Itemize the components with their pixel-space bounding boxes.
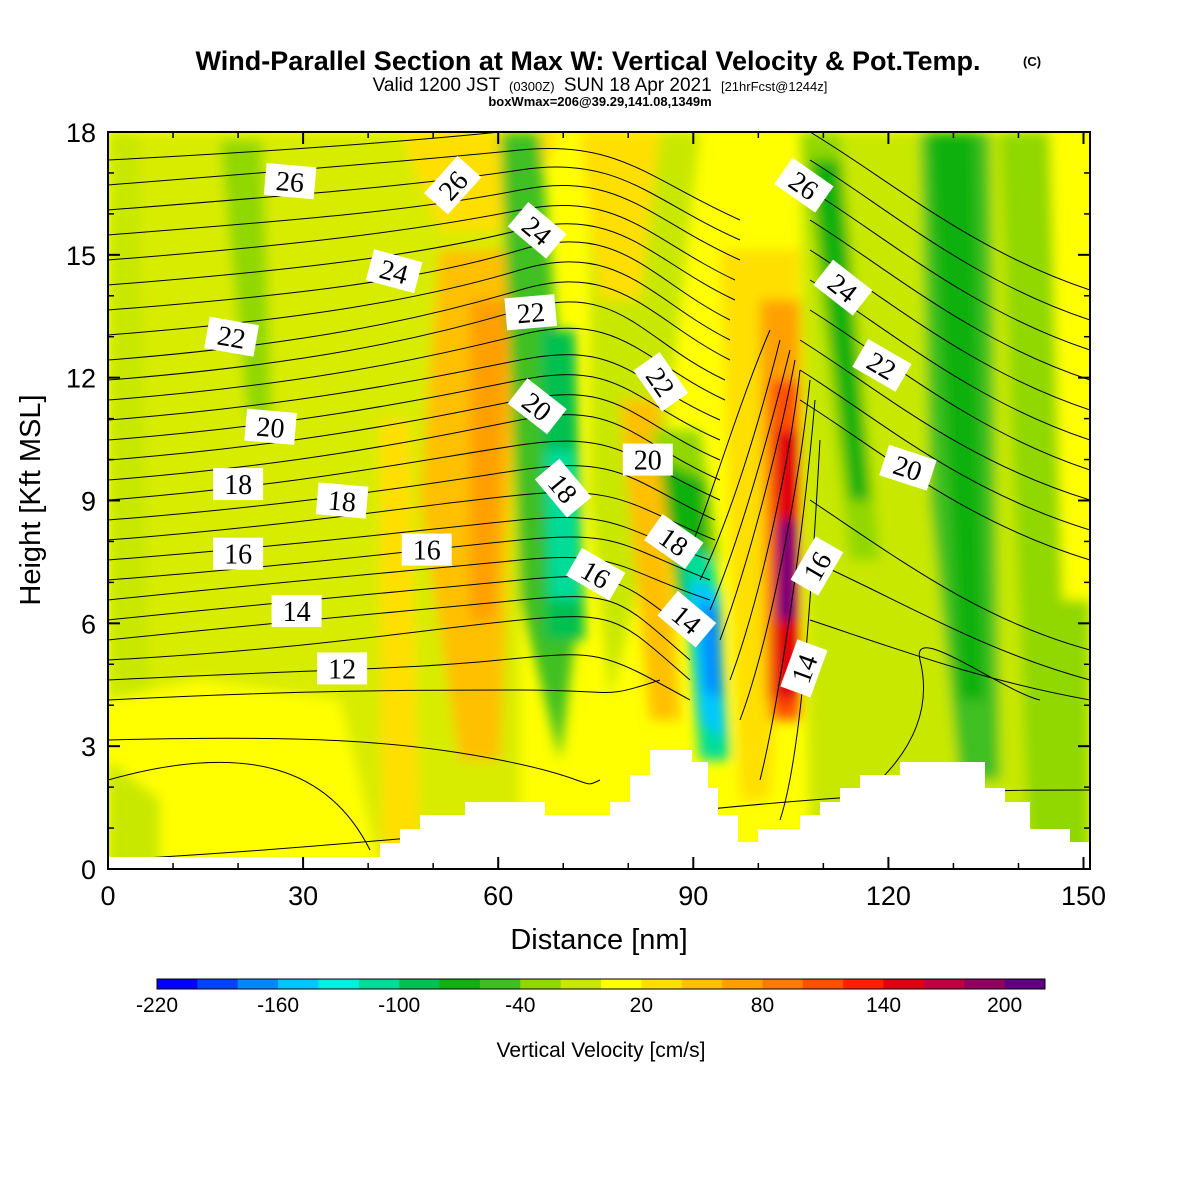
x-tick-label: 150: [1061, 881, 1106, 911]
y-tick-label: 6: [81, 609, 96, 639]
chart-title: Wind-Parallel Section at Max W: Vertical…: [196, 46, 981, 76]
colorbar-swatch: [358, 979, 400, 989]
valid-time: Valid 1200 JST: [373, 75, 501, 96]
valid-utc: (0300Z): [509, 79, 555, 94]
x-tick-label: 0: [100, 881, 115, 911]
svg-text:20: 20: [634, 446, 662, 477]
colorbar-swatch: [843, 979, 885, 989]
colorbar-swatch: [278, 979, 319, 989]
colorbar-tick-label: 20: [630, 994, 653, 1017]
isoline-label: 18: [315, 482, 369, 519]
isoline-label: 20: [622, 443, 673, 477]
colorbar-swatch: [318, 979, 360, 989]
isoline-label: 18: [213, 468, 264, 501]
isoline-label: 26: [263, 162, 317, 199]
colorbar-tick-label: 140: [866, 994, 901, 1017]
colorbar-swatch: [964, 979, 1006, 989]
colorbar-swatch: [641, 979, 683, 989]
chart-title-mark: (C): [1023, 54, 1041, 69]
vertical-velocity-field: [108, 132, 1090, 869]
y-tick-label: 18: [66, 118, 96, 148]
isoline-label: 20: [244, 408, 297, 445]
svg-text:22: 22: [516, 297, 547, 330]
title-block: Wind-Parallel Section at Max W: Vertical…: [196, 46, 1042, 109]
colorbar-swatch: [560, 979, 602, 989]
colorbar: -220 -160 -100 -40 20 80 140 200: [136, 978, 1046, 1017]
y-tick-label: 9: [81, 487, 96, 517]
terrain: [108, 750, 1090, 869]
colorbar-tick-label: -160: [257, 994, 299, 1017]
colorbar-swatch: [197, 979, 239, 989]
svg-text:26: 26: [275, 166, 306, 199]
colorbar-tick-label: -40: [505, 994, 535, 1017]
y-axis-label: Height [Kft MSL]: [15, 394, 47, 605]
svg-text:22: 22: [215, 320, 248, 355]
isoline-label: 16: [213, 537, 264, 571]
chart-subtitle: Valid 1200 JST (0300Z) SUN 18 Apr 2021 […: [373, 75, 828, 96]
colorbar-swatch: [762, 979, 804, 989]
isoline-label: 14: [271, 595, 322, 628]
forecast-info: [21hrFcst@1244z]: [721, 79, 827, 94]
colorbar-swatch: [237, 979, 279, 989]
isoline-label: 24: [365, 249, 423, 294]
y-axis: 0 3 6 9 12 15 18: [66, 118, 1090, 885]
isoline-label: 22: [204, 316, 259, 357]
colorbar-tick-label: 80: [751, 994, 774, 1017]
isoline-label: 16: [401, 533, 452, 567]
colorbar-swatch: [722, 979, 763, 989]
svg-text:16: 16: [224, 540, 252, 571]
svg-text:16: 16: [413, 536, 441, 567]
isoline-label: 12: [317, 652, 368, 685]
colorbar-tick-label: -220: [136, 994, 178, 1017]
colorbar-swatch: [802, 979, 844, 989]
colorbar-tick-label: -100: [378, 994, 420, 1017]
y-tick-label: 12: [66, 364, 96, 394]
svg-text:14: 14: [283, 597, 311, 628]
colorbar-swatch: [1004, 979, 1046, 989]
colorbar-tick-label: 200: [987, 994, 1022, 1017]
x-axis-label: Distance [nm]: [510, 924, 687, 956]
colorbar-swatch: [520, 979, 562, 989]
svg-text:20: 20: [255, 412, 286, 445]
svg-text:18: 18: [327, 485, 358, 518]
svg-text:12: 12: [328, 654, 356, 685]
x-tick-label: 120: [866, 881, 911, 911]
x-axis: 0 30 60 90 120 150: [100, 132, 1106, 911]
potential-temperature-isolines: [108, 132, 1090, 861]
y-tick-label: 3: [81, 732, 96, 762]
svg-text:18: 18: [224, 470, 252, 501]
colorbar-swatch: [439, 979, 481, 989]
colorbar-swatch: [601, 979, 642, 989]
colorbar-swatch: [681, 979, 723, 989]
colorbar-swatch: [923, 979, 965, 989]
colorbar-swatch: [399, 979, 441, 989]
x-tick-label: 60: [483, 881, 513, 911]
y-tick-label: 15: [66, 241, 96, 271]
isoline-label: 22: [504, 294, 557, 330]
y-tick-label: 0: [81, 855, 96, 885]
box-info: boxWmax=206@39.29,141.08,1349m: [488, 94, 711, 109]
x-tick-label: 30: [288, 881, 318, 911]
colorbar-label: Vertical Velocity [cm/s]: [497, 1039, 706, 1062]
colorbar-swatch: [157, 979, 198, 989]
valid-date: SUN 18 Apr 2021: [564, 75, 712, 96]
x-tick-label: 90: [678, 881, 708, 911]
colorbar-swatch: [479, 979, 521, 989]
colorbar-swatch: [883, 979, 925, 989]
